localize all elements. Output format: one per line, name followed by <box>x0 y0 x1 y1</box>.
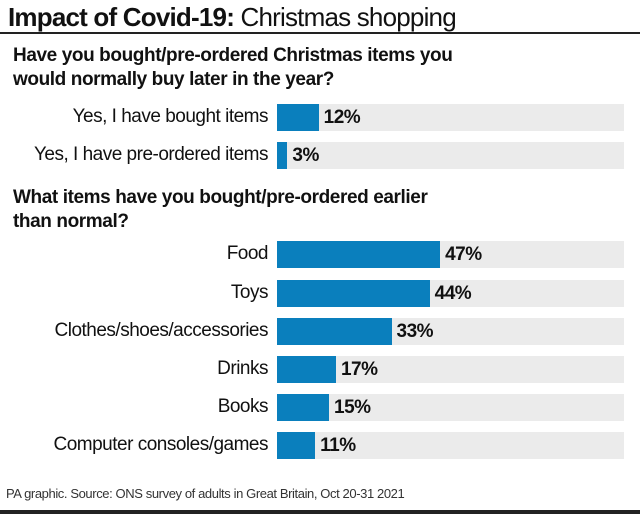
title-rest: Christmas shopping <box>234 2 456 32</box>
category-label: Yes, I have pre-ordered items <box>33 144 269 165</box>
question-1: Have you bought/pre-ordered Christmas it… <box>13 45 453 90</box>
bottom-rule <box>0 510 640 514</box>
question-2: What items have you bought/pre-ordered e… <box>13 187 428 232</box>
category-label: Food <box>226 243 269 264</box>
value-label: 47% <box>445 244 482 265</box>
category-label: Clothes/shoes/accessories <box>54 320 269 341</box>
bar <box>277 394 330 421</box>
category-label: Yes, I have bought items <box>72 106 269 127</box>
bar-track <box>277 432 624 459</box>
value-label: 15% <box>334 397 371 418</box>
value-label: 17% <box>340 359 378 380</box>
chart-title: Impact of Covid-19: Christmas shopping <box>8 2 457 33</box>
bar <box>277 356 336 383</box>
value-label: 33% <box>396 321 434 342</box>
bar <box>277 142 288 169</box>
category-label: Toys <box>230 282 269 303</box>
value-label: 11% <box>320 435 356 456</box>
bar <box>277 280 430 307</box>
source-footer: PA graphic. Source: ONS survey of adults… <box>6 486 405 501</box>
value-label: 12% <box>323 107 361 128</box>
title-rule <box>0 32 640 34</box>
bar-track <box>277 104 624 131</box>
bar <box>277 241 441 268</box>
value-label: 3% <box>292 145 319 166</box>
bar-track <box>277 142 624 169</box>
category-label: Drinks <box>217 358 268 379</box>
bar-track <box>277 394 624 421</box>
bar <box>277 104 319 131</box>
value-label: 44% <box>434 283 472 304</box>
bar <box>277 432 316 459</box>
category-label: Computer consoles/games <box>53 434 269 455</box>
title-bold: Impact of Covid-19: <box>8 2 235 32</box>
bar <box>277 318 392 345</box>
category-label: Books <box>217 396 269 417</box>
